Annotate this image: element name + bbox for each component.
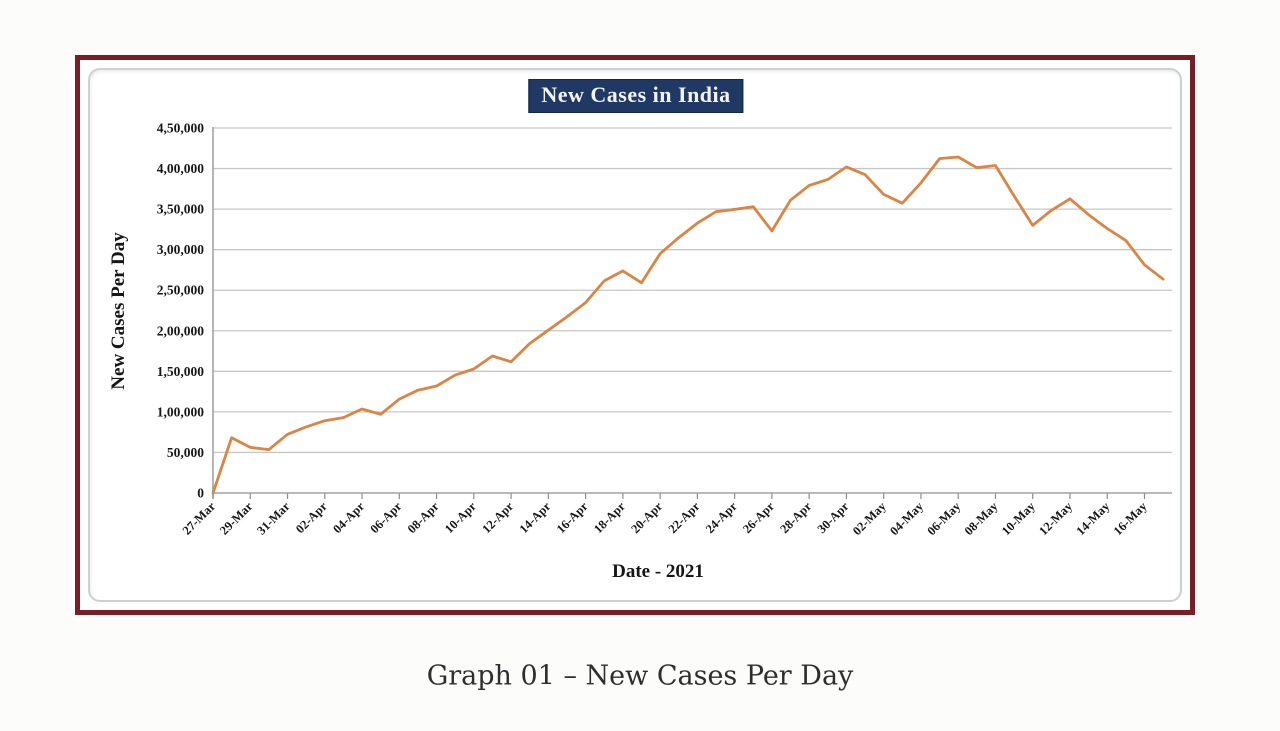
chart-title: New Cases in India [528,79,744,113]
figure-caption: Graph 01 – New Cases Per Day [426,660,854,692]
chart-card [88,68,1182,602]
x-axis-title: Date - 2021 [612,561,704,582]
y-axis-title: New Cases Per Day [108,232,129,390]
chart-frame [75,55,1195,615]
